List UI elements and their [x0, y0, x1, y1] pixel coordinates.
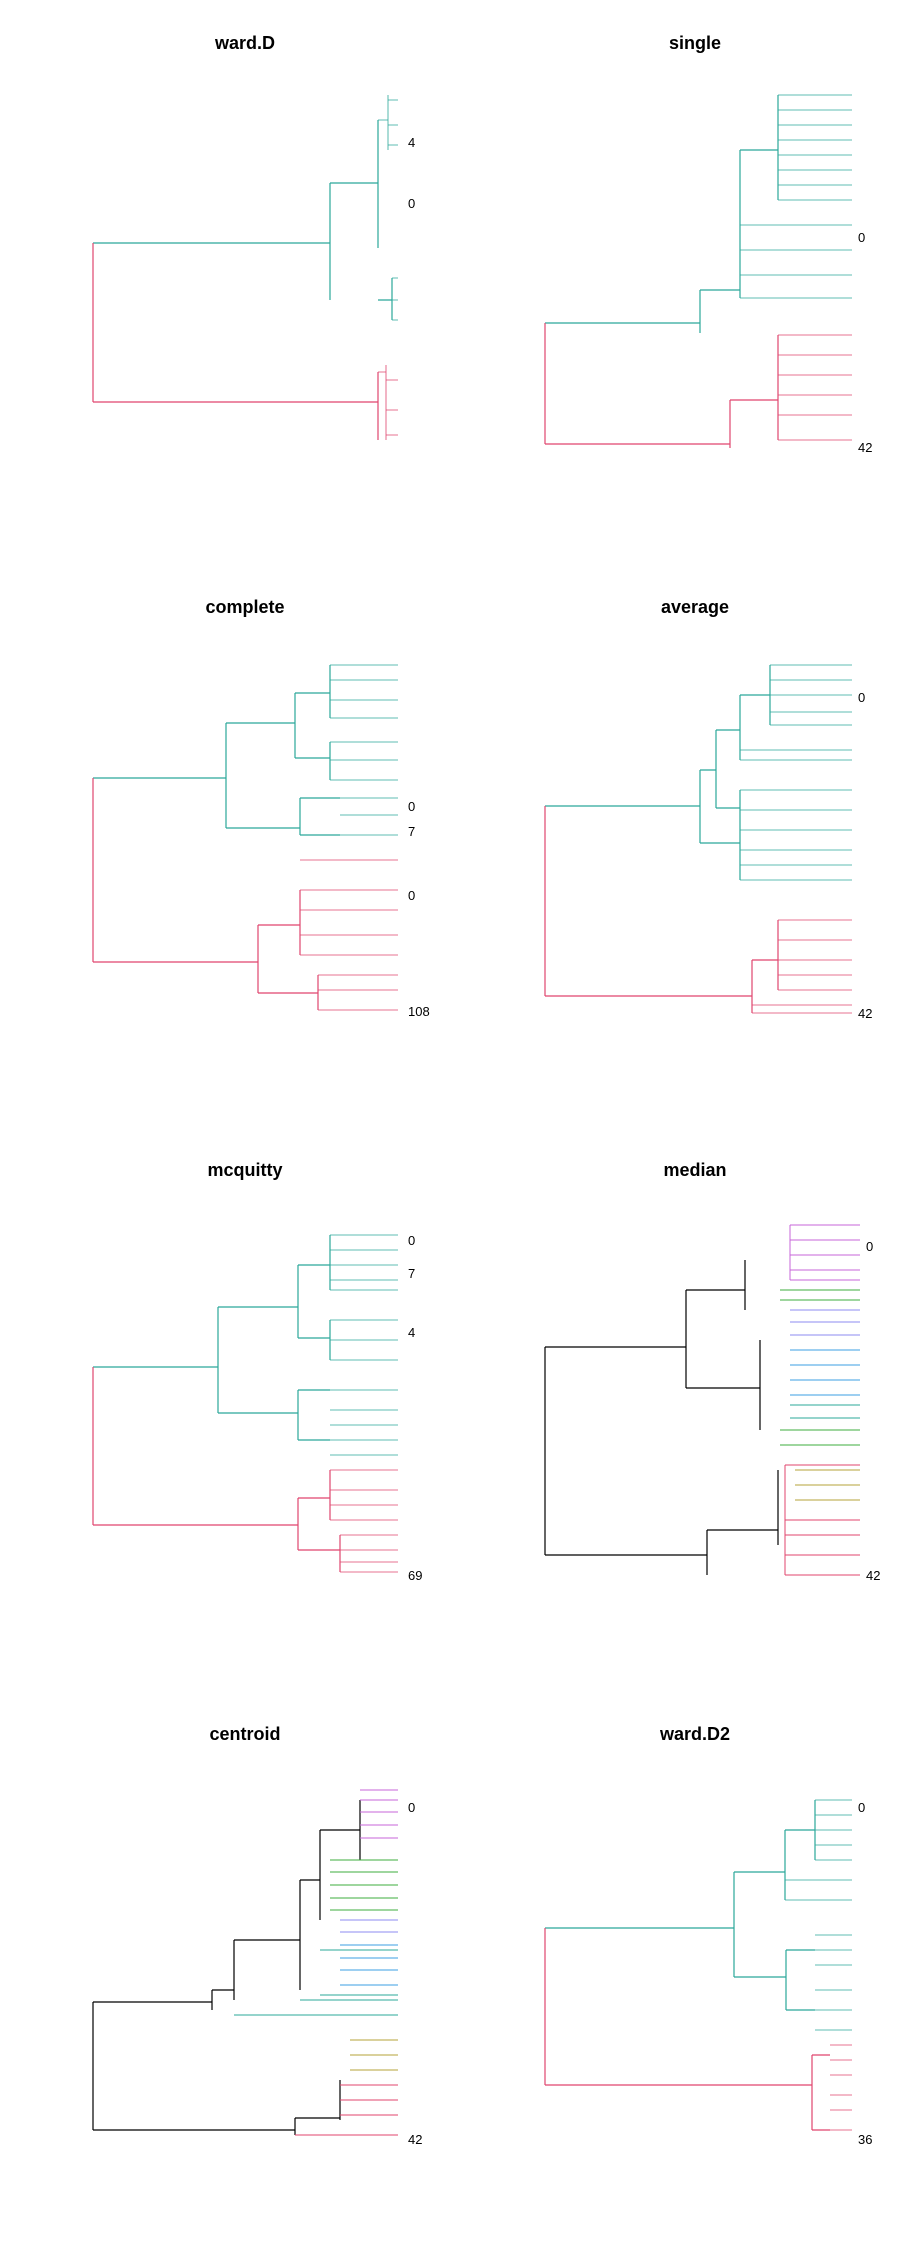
dendrogram-tree-median-green: [780, 1289, 860, 1446]
panel-single: single 0 42: [544, 33, 872, 455]
dendrogram-tree-median-lavender: [790, 1309, 860, 1336]
dendrogram-tree-single-low: [544, 323, 779, 448]
leaf-label: 0: [408, 888, 415, 903]
leaf-fan-single: [740, 94, 852, 441]
panel-title-centroid: centroid: [209, 1724, 280, 1744]
leaf-label: 0: [408, 799, 415, 814]
dendrogram-tree-ward-d: [93, 120, 393, 320]
dendrogram-tree-ward-d2-low: [544, 1928, 830, 2131]
leaf-label: 69: [408, 1568, 422, 1583]
dendrogram-tree-median-magenta: [789, 1224, 860, 1281]
leaf-fan-mcquitty: [330, 1234, 398, 1573]
leaf-label: 0: [866, 1239, 873, 1254]
leaf-label: 7: [408, 824, 415, 839]
panel-average: average 0 42: [544, 597, 872, 1021]
leaf-fan-ward-d2: [785, 1799, 852, 2131]
dendrogram-tree-centroid-teal: [234, 1949, 398, 2016]
dendrogram-tree-centroid-red: [295, 2084, 398, 2136]
leaf-label: 42: [858, 440, 872, 455]
panel-centroid: centroid 0 42: [92, 1724, 422, 2147]
panel-title-mcquitty: mcquitty: [207, 1160, 282, 1180]
leaf-label: 0: [858, 230, 865, 245]
leaf-label: 0: [858, 690, 865, 705]
panel-title-ward-d2: ward.D2: [659, 1724, 730, 1744]
panel-title-single: single: [669, 33, 721, 53]
dendrogram-tree-mcquitty-low: [92, 1367, 341, 1572]
panel-ward-d: ward.D 4 0: [92, 33, 415, 440]
panel-title-complete: complete: [205, 597, 284, 617]
panel-title-ward-d: ward.D: [214, 33, 275, 53]
panel-title-median: median: [663, 1160, 726, 1180]
leaf-fan-complete: [300, 664, 398, 1011]
dendrogram-tree-single: [545, 95, 779, 333]
panel-median: median 0 42: [544, 1160, 880, 1583]
dendrogram-tree-ward-d-low: [92, 243, 379, 440]
leaf-label: 0: [408, 196, 415, 211]
leaf-label: 0: [408, 1233, 415, 1248]
leaf-label: 4: [408, 1325, 415, 1340]
leaf-label: 0: [408, 1800, 415, 1815]
dendrogram-tree-median-red: [784, 1464, 860, 1576]
leaf-label: 4: [408, 135, 415, 150]
leaf-label: 108: [408, 1004, 430, 1019]
dendrogram-tree-centroid-magenta: [360, 1789, 398, 1839]
dendrogram-tree-centroid-olive: [350, 2039, 398, 2071]
leaf-label: 42: [858, 1006, 872, 1021]
dendrogram-tree-median-olive: [795, 1469, 860, 1501]
dendrogram-tree-average-low: [544, 806, 779, 1013]
dendrogram-tree-centroid-blue: [340, 1944, 398, 1986]
leaf-label: 0: [858, 1800, 865, 1815]
dendrogram-tree-centroid-green: [330, 1859, 398, 1911]
panel-title-average: average: [661, 597, 729, 617]
dendrogram-tree-complete-low: [92, 778, 319, 1010]
panel-mcquitty: mcquitty 0 7 4 69: [92, 1160, 422, 1583]
leaf-label: 7: [408, 1266, 415, 1281]
dendrogram-tree-complete: [93, 665, 340, 836]
dendrogram-tree-centroid-lavender: [340, 1919, 398, 1933]
dendrogram-tree-median-blue: [790, 1349, 860, 1396]
leaf-label: 36: [858, 2132, 872, 2147]
leaf-label: 42: [408, 2132, 422, 2147]
dendrogram-tree-centroid: [92, 1800, 361, 2135]
panel-ward-d2: ward.D2 0 36: [544, 1724, 872, 2147]
leaf-label: 42: [866, 1568, 880, 1583]
dendrogram-tree-median: [544, 1260, 779, 1575]
leaf-fan-average: [740, 664, 852, 1014]
dendrogram-tree-median-teal: [790, 1404, 860, 1419]
panel-complete: complete 0 7 0 108: [92, 597, 430, 1019]
leaf-fan-ward-d: [378, 95, 398, 440]
dendrogram-tree-mcquitty: [93, 1235, 331, 1441]
